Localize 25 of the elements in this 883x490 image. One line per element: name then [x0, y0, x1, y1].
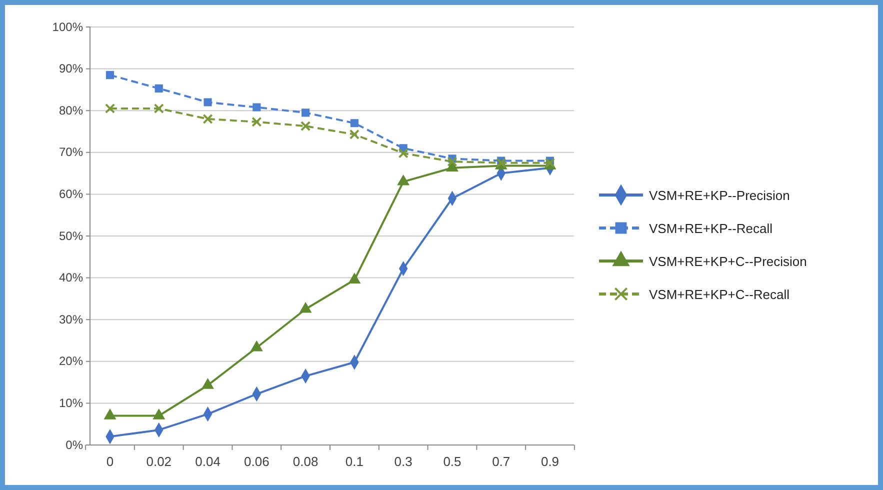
y-tick-label: 100%: [52, 20, 84, 34]
y-tick-label: 60%: [58, 187, 84, 202]
y-tick-label: 50%: [58, 228, 84, 243]
y-tick-label: 30%: [58, 312, 84, 326]
x-tick-label: 0.9: [540, 454, 560, 470]
x-tick-label: 0.04: [195, 454, 220, 470]
y-tick-label: 40%: [58, 270, 84, 285]
x-tick-label: 0.1: [345, 454, 364, 470]
x-tick-label: 0.3: [394, 454, 412, 470]
y-tick-label: 70%: [58, 145, 84, 160]
legend-label: VSM+RE+KP--Recall: [649, 221, 773, 236]
y-tick-label: 90%: [58, 62, 84, 76]
x-tick-label: 0.06: [244, 454, 270, 470]
x-tick-label: 0.02: [146, 454, 172, 470]
y-tick-label: 80%: [58, 103, 84, 118]
x-tick-label: 0.08: [292, 454, 318, 470]
y-tick-label: 0%: [66, 438, 84, 452]
x-tick-label: 0.5: [443, 454, 462, 470]
y-tick-label: 10%: [58, 396, 84, 410]
legend-label: VSM+RE+KP+C--Recall: [649, 287, 790, 302]
x-tick-label: 0.7: [492, 454, 510, 470]
legend-label: VSM+RE+KP+C--Precision: [649, 254, 807, 269]
legend-label: VSM+RE+KP--Precision: [649, 188, 790, 203]
y-tick-label: 20%: [58, 354, 84, 368]
x-tick-label: 0: [106, 454, 114, 470]
